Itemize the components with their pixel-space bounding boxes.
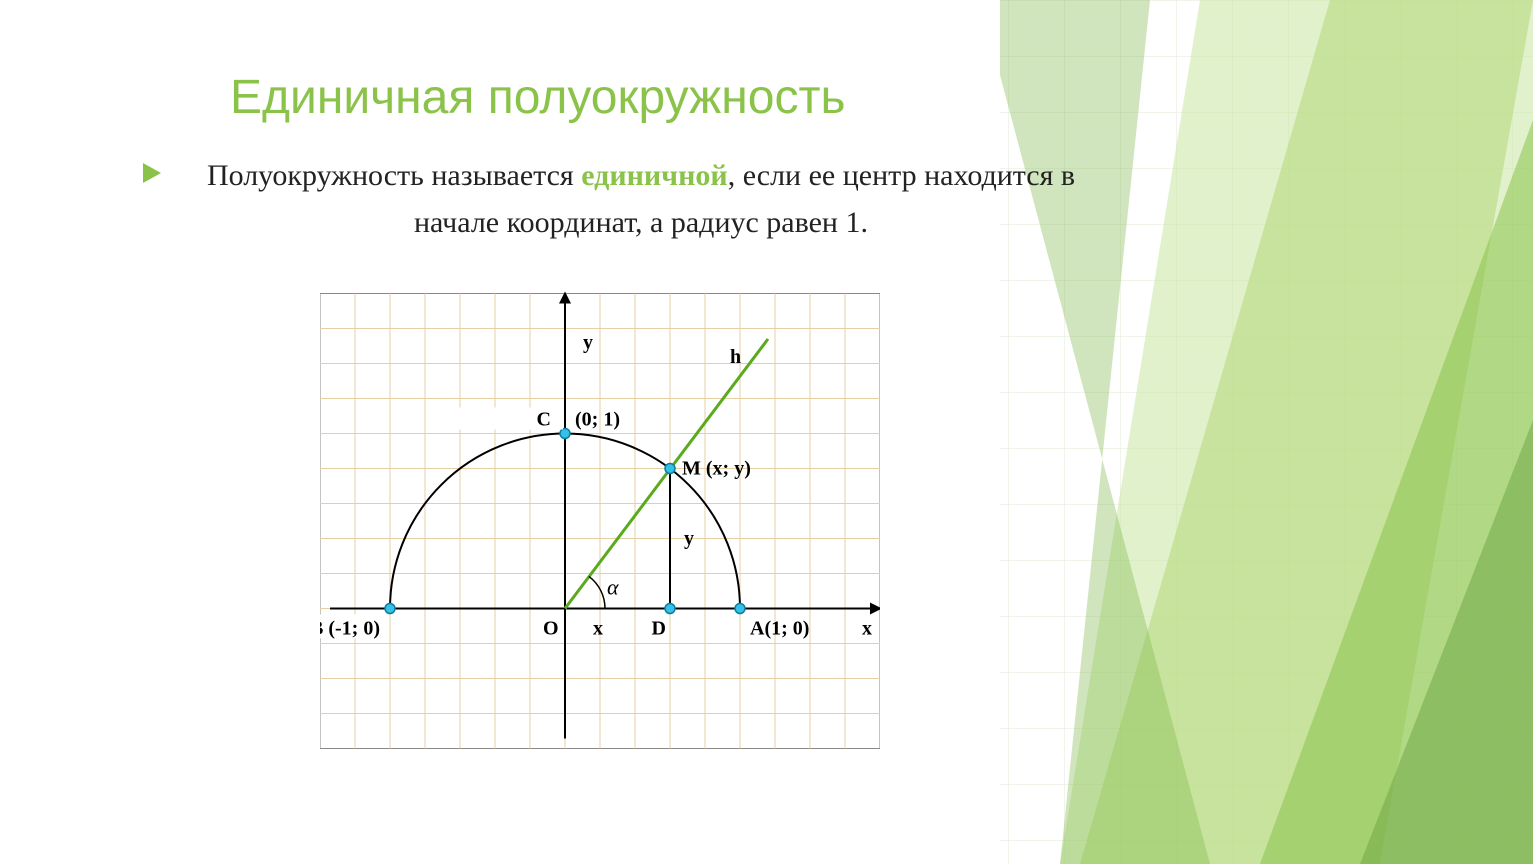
unit-semicircle-diagram: y x Ox B (-1; 0) A(1; 0) D C (0; 1) M (x; y) h α y… (320, 286, 880, 756)
bullet-em: единичной (581, 159, 727, 192)
svg-text:B (-1; 0): B (-1; 0) (320, 618, 380, 640)
svg-text:C: C (537, 409, 551, 431)
svg-text:M (x; y): M (x; y) (682, 458, 751, 480)
svg-text:h: h (730, 346, 741, 368)
svg-text:y: y (583, 332, 593, 354)
svg-text:α: α (607, 575, 619, 600)
svg-text:A(1; 0): A(1; 0) (750, 618, 809, 640)
bullet-pre: Полуокружность называется (207, 159, 581, 192)
svg-text:(0; 1): (0; 1) (575, 409, 620, 431)
svg-text:O: O (543, 618, 559, 640)
svg-text:x: x (862, 618, 872, 640)
svg-text:D: D (652, 618, 666, 640)
svg-text:y: y (684, 528, 694, 550)
svg-text:x: x (593, 618, 603, 640)
bullet-row: Полуокружность называется единичной, есл… (140, 153, 1100, 246)
slide-title: Единичная полуокружность (230, 70, 1100, 125)
bullet-text: Полуокружность называется единичной, есл… (182, 153, 1100, 246)
bullet-arrow-icon (140, 161, 164, 185)
